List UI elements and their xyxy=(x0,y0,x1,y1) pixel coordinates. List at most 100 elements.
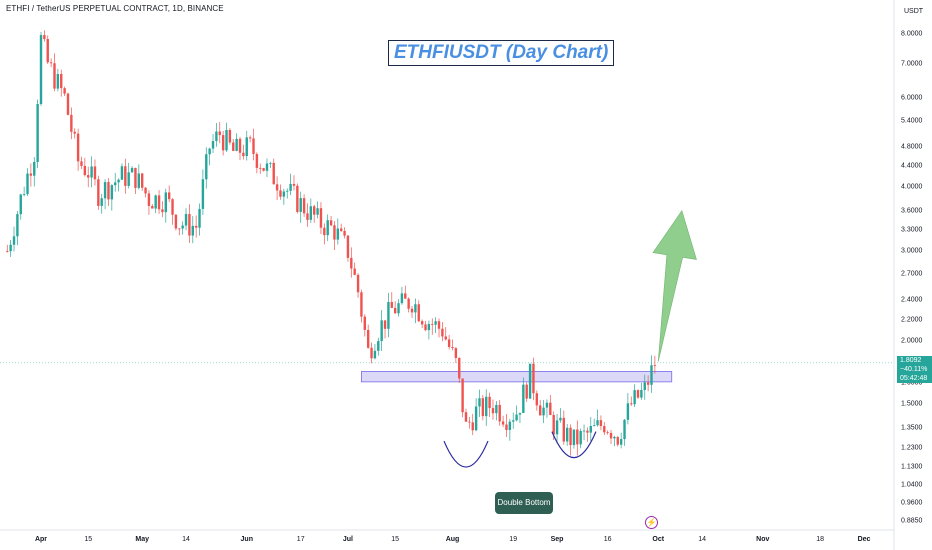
candle-body xyxy=(43,35,46,40)
candle-body xyxy=(410,308,414,313)
candle-body xyxy=(565,427,569,442)
candle-body xyxy=(124,166,127,186)
double-bottom-arc xyxy=(551,431,597,459)
lightning-icon[interactable]: ⚡ xyxy=(645,516,658,529)
candle-body xyxy=(542,407,545,416)
candle-body xyxy=(491,408,495,414)
candle-body xyxy=(329,220,333,226)
candle-body xyxy=(350,257,353,269)
candle-body xyxy=(272,162,275,185)
candle-body xyxy=(66,93,70,115)
candle-body xyxy=(255,154,259,168)
candle-body xyxy=(630,403,633,405)
candle-body xyxy=(296,185,299,212)
time-tick-label: Jul xyxy=(342,536,353,543)
candle-body xyxy=(70,114,73,132)
candle-body xyxy=(407,298,410,309)
candle-body xyxy=(12,236,16,245)
candle-body xyxy=(245,137,248,157)
time-tick-label: Jun xyxy=(240,536,253,543)
candle-body xyxy=(576,429,579,445)
candle-body xyxy=(451,347,454,349)
candle-body xyxy=(154,195,157,209)
candle-body xyxy=(22,194,26,195)
candle-body xyxy=(181,225,184,229)
candle-body xyxy=(218,131,221,136)
candle-body xyxy=(9,244,12,252)
candle-body xyxy=(400,293,404,304)
price-tick-label: 8.0000 xyxy=(901,30,923,38)
candle-body xyxy=(323,227,326,236)
resistance-zone xyxy=(361,371,673,383)
candle-body xyxy=(90,166,93,178)
candle-body xyxy=(339,228,343,231)
candle-body xyxy=(356,274,360,293)
candle-body xyxy=(29,173,33,176)
candle-body xyxy=(178,228,181,230)
candle-body xyxy=(366,329,370,348)
candle-body xyxy=(191,225,194,236)
candle-body xyxy=(235,138,238,151)
candle-body xyxy=(205,154,208,180)
candle-body xyxy=(420,321,424,325)
candle-body xyxy=(383,320,387,329)
price-tick-label: 2.7000 xyxy=(901,270,923,278)
candle-body xyxy=(609,432,613,439)
candle-body xyxy=(650,365,653,385)
candle-body xyxy=(299,198,302,212)
candle-body xyxy=(53,63,56,89)
candle-body xyxy=(313,206,316,215)
candle-body xyxy=(60,74,63,89)
candle-body xyxy=(592,425,596,427)
candle-body xyxy=(157,195,161,210)
price-change: −40.11% xyxy=(900,366,928,373)
candle-body xyxy=(151,205,154,209)
candle-body xyxy=(19,194,22,215)
price-tick-label: 1.2300 xyxy=(901,444,923,452)
candle-body xyxy=(198,208,201,228)
candle-body xyxy=(201,179,205,209)
price-tick-label: 3.6000 xyxy=(901,207,923,215)
candle-body xyxy=(120,166,124,180)
price-tick-label: 1.6500 xyxy=(901,379,923,387)
time-tick-label: 16 xyxy=(603,536,612,543)
price-tick-label: 1.0400 xyxy=(901,481,923,489)
candle-body xyxy=(380,320,383,342)
candle-body xyxy=(387,302,390,329)
candle-body xyxy=(532,363,535,394)
time-tick-label: 18 xyxy=(816,536,825,543)
candle-body xyxy=(434,321,437,325)
time-tick-label: 14 xyxy=(182,536,190,543)
candle-body xyxy=(606,432,609,434)
price-tick-label: 2.2000 xyxy=(901,316,923,324)
candle-body xyxy=(485,396,488,417)
candle-body xyxy=(495,404,498,414)
candle-body xyxy=(259,167,262,169)
candle-body xyxy=(559,417,562,421)
candle-body xyxy=(562,417,566,442)
candle-body xyxy=(589,426,592,433)
double-bottom-label: Double Bottom xyxy=(495,492,553,514)
candle-body xyxy=(640,389,643,398)
candle-body xyxy=(390,302,393,308)
candle-body xyxy=(130,167,134,173)
time-tick-label: 15 xyxy=(391,536,400,543)
candle-body xyxy=(46,39,49,63)
candle-body xyxy=(100,198,103,206)
candle-body xyxy=(232,142,235,151)
candle-body xyxy=(471,422,474,431)
candle-body xyxy=(603,426,606,433)
candle-body xyxy=(137,173,141,188)
candle-body xyxy=(171,199,174,215)
candle-body xyxy=(481,398,485,417)
double-bottom-arc xyxy=(443,440,489,468)
candle-body xyxy=(93,166,97,180)
candle-body xyxy=(643,382,646,390)
candle-body xyxy=(569,427,572,446)
candle-body xyxy=(478,398,481,407)
price-tick-label: 4.4000 xyxy=(901,162,923,170)
candle-body xyxy=(373,350,377,359)
candle-body xyxy=(626,403,630,420)
candle-body xyxy=(134,167,137,188)
